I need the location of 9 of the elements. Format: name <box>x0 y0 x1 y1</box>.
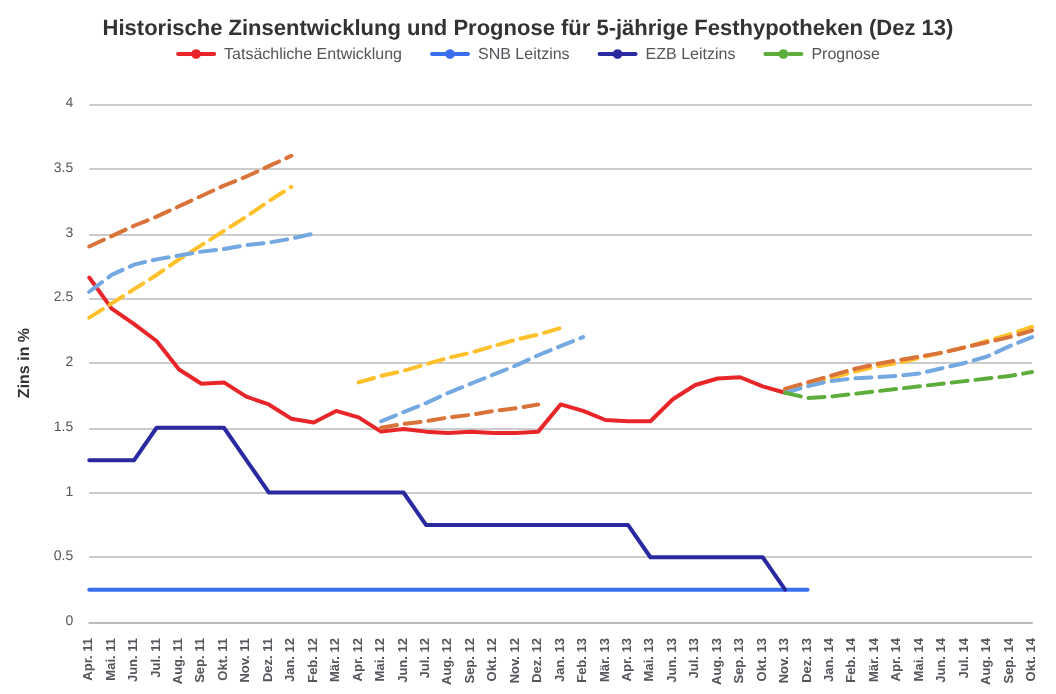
line-series <box>87 275 788 435</box>
legend-label: Tatsächliche Entwicklung <box>224 45 402 63</box>
legend-label: SNB Leitzins <box>477 45 570 63</box>
line-series <box>87 425 788 592</box>
y-axis-title: Zins in % <box>15 327 33 399</box>
legend-label: EZB Leitzins <box>645 45 736 63</box>
chart-title: Historische Zinsentwicklung und Prognose für 5-jährige Festhypotheken (Dez 13) <box>102 17 955 41</box>
line-series <box>783 370 1034 400</box>
legend-label: Prognose <box>811 45 881 63</box>
